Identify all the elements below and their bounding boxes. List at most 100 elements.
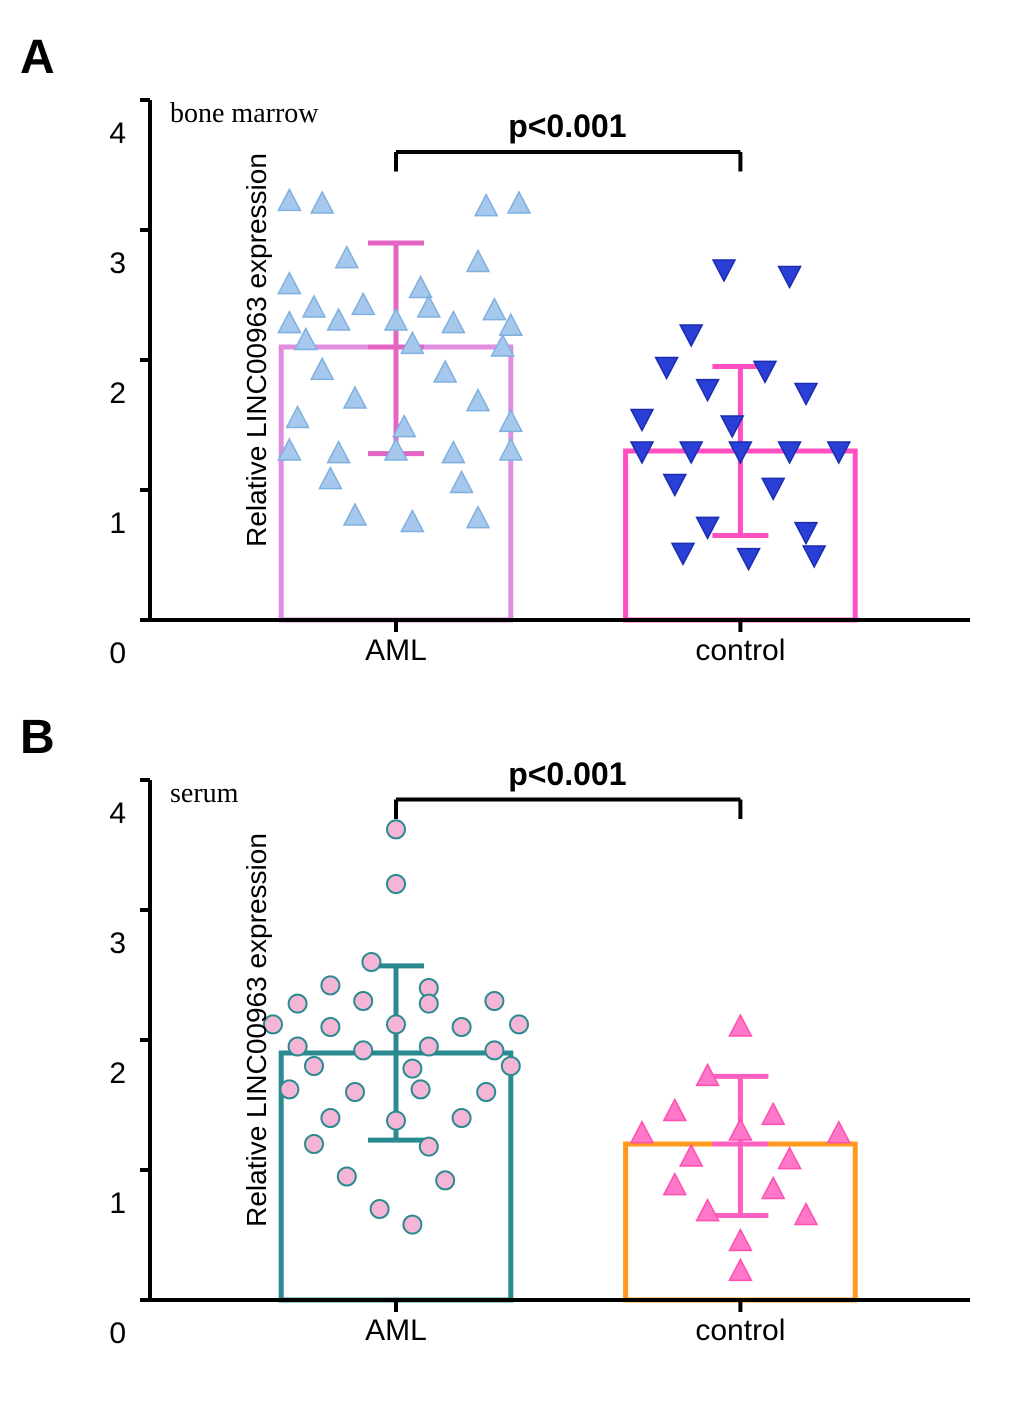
point [697, 380, 719, 401]
point [631, 1122, 653, 1143]
point [305, 1135, 323, 1153]
point [729, 1119, 751, 1140]
point [656, 358, 678, 379]
panel-b-letter: B [20, 710, 55, 765]
point [729, 1015, 751, 1036]
x-tick-label: control [695, 1314, 785, 1348]
point [502, 1057, 520, 1075]
point [420, 1038, 438, 1056]
p-value-label: p<0.001 [508, 756, 626, 793]
point [371, 1200, 389, 1218]
point [401, 511, 423, 532]
point [319, 468, 341, 489]
y-tick-label: 3 [109, 927, 140, 961]
point [387, 820, 405, 838]
y-tick-label: 4 [109, 117, 140, 151]
point [346, 1083, 364, 1101]
point [387, 1112, 405, 1130]
point [510, 1015, 528, 1033]
y-tick-label: 0 [109, 637, 140, 671]
point [680, 1145, 702, 1166]
point [664, 1100, 686, 1121]
point [336, 247, 358, 268]
point [477, 1083, 495, 1101]
point [303, 296, 325, 317]
panel-a: A Relative LINC00963 expression 01234AML… [20, 30, 1000, 670]
point [485, 1041, 503, 1059]
point [467, 251, 489, 272]
panel-a-letter: A [20, 30, 55, 85]
point [485, 992, 503, 1010]
comparison-bracket [396, 800, 740, 820]
point [434, 361, 456, 382]
panel-b-y-label: Relative LINC00963 expression [241, 833, 273, 1227]
point [467, 390, 489, 411]
point [453, 1018, 471, 1036]
point [321, 1109, 339, 1127]
y-tick-label: 4 [109, 797, 140, 831]
point [680, 325, 702, 346]
point [729, 1259, 751, 1280]
point [762, 1103, 784, 1124]
point [795, 1204, 817, 1225]
point [410, 277, 432, 298]
x-tick-label: control [695, 634, 785, 668]
point [420, 995, 438, 1013]
point [344, 387, 366, 408]
point [795, 384, 817, 405]
point [385, 309, 407, 330]
point [387, 875, 405, 893]
p-value-label: p<0.001 [508, 108, 626, 145]
point [729, 1230, 751, 1251]
point [354, 1041, 372, 1059]
point [451, 472, 473, 493]
point [311, 192, 333, 213]
point [697, 1200, 719, 1221]
point [762, 478, 784, 499]
point [278, 189, 300, 210]
point [412, 1080, 430, 1098]
point [453, 1109, 471, 1127]
panel-a-plot-wrap: Relative LINC00963 expression 01234AMLco… [140, 30, 1000, 670]
point [664, 1174, 686, 1195]
point [779, 1148, 801, 1169]
y-tick-label: 0 [109, 1317, 140, 1351]
point [289, 1038, 307, 1056]
point [344, 504, 366, 525]
point [418, 296, 440, 317]
panel-a-y-label: Relative LINC00963 expression [241, 153, 273, 547]
figure: A Relative LINC00963 expression 01234AML… [20, 30, 1000, 1350]
point [321, 1018, 339, 1036]
point [508, 192, 530, 213]
point [467, 507, 489, 528]
point [803, 546, 825, 567]
point [436, 1171, 454, 1189]
point [278, 312, 300, 333]
point [420, 1138, 438, 1156]
panel-b-plot-wrap: Relative LINC00963 expression 01234AMLco… [140, 710, 1000, 1350]
errorbar-control [712, 1076, 768, 1215]
subtitle: bone marrow [170, 98, 319, 130]
comparison-bracket [396, 152, 740, 172]
point [403, 1216, 421, 1234]
point [280, 1080, 298, 1098]
point [287, 407, 309, 428]
x-tick-label: AML [365, 634, 427, 668]
point [664, 475, 686, 496]
point [362, 953, 380, 971]
point [385, 439, 407, 460]
point [321, 976, 339, 994]
point [289, 995, 307, 1013]
point [311, 358, 333, 379]
point [387, 1015, 405, 1033]
point [338, 1168, 356, 1186]
point [713, 260, 735, 281]
point [442, 442, 464, 463]
point [500, 439, 522, 460]
point [828, 1122, 850, 1143]
point [754, 361, 776, 382]
point [672, 543, 694, 564]
panel-b: B Relative LINC00963 expression 01234AML… [20, 710, 1000, 1350]
point [762, 1178, 784, 1199]
point [738, 549, 760, 570]
